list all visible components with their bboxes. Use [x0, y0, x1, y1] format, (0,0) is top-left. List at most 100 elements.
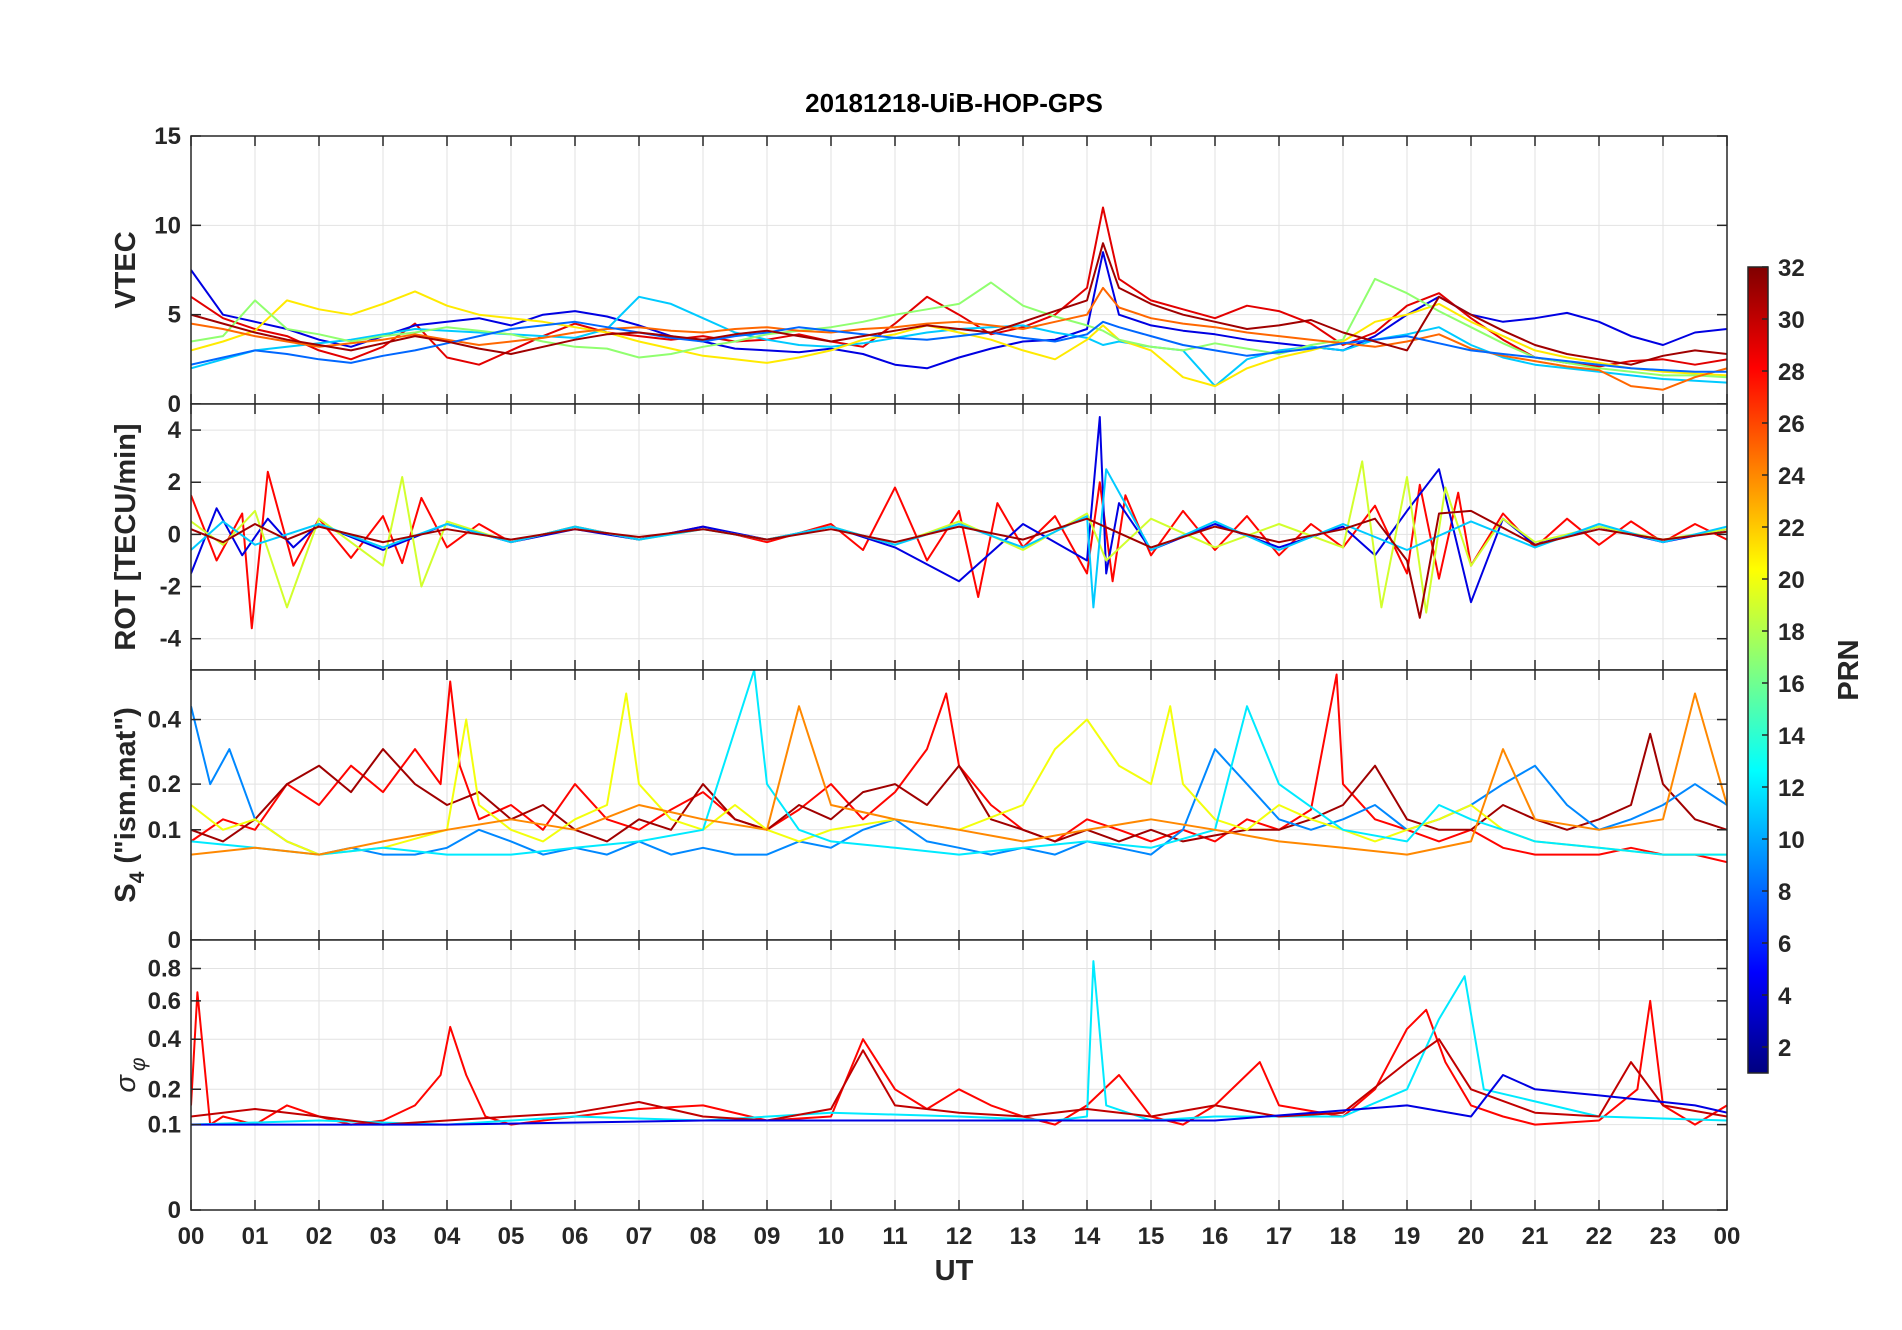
y-label-rest: ("ism.mat") — [110, 707, 142, 871]
x-tick-label: 00 — [1714, 1223, 1741, 1250]
y-tick-label: 15 — [154, 123, 181, 150]
series-line-prn-4 — [191, 416, 1727, 604]
series-line-prn-30 — [191, 1038, 1727, 1126]
y-tick-label: 5 — [168, 302, 181, 329]
y-tick-label: -4 — [160, 626, 182, 653]
x-tick-label: 08 — [690, 1223, 717, 1250]
y-tick-label: 0.2 — [148, 771, 181, 798]
y-tick-label: 2 — [168, 469, 181, 496]
series-group — [191, 670, 1727, 864]
x-tick-labels: 00 01 02 03 04 05 06 07 08 09 10 11 12 13 14 15 16 17 18 19… — [178, 1223, 1741, 1250]
x-tick-label: 17 — [1266, 1223, 1293, 1250]
x-tick-label: 05 — [498, 1223, 525, 1250]
series-line-prn-31 — [191, 509, 1727, 619]
colorbar-tick-label: 18 — [1778, 619, 1805, 646]
y-axis-label-s4: S4 ("ism.mat") — [110, 707, 149, 903]
x-tick-label: 16 — [1202, 1223, 1229, 1250]
x-tick-label: 02 — [306, 1223, 333, 1250]
x-tick-label: 19 — [1394, 1223, 1421, 1250]
y-tick-label: 0 — [168, 927, 181, 954]
y-tick-label: -2 — [160, 574, 181, 601]
x-tick-label: 18 — [1330, 1223, 1357, 1250]
colorbar-tick-label: 26 — [1778, 411, 1805, 438]
x-tick-label: 23 — [1650, 1223, 1677, 1250]
series-line-prn-12 — [191, 670, 1727, 856]
y-label-main: σ — [110, 1074, 142, 1093]
x-tick-label: 04 — [434, 1223, 461, 1250]
colorbar-tick-label: 2 — [1778, 1035, 1791, 1062]
series-line-prn-21 — [191, 290, 1727, 388]
x-tick-label: 15 — [1138, 1223, 1165, 1250]
series-group — [191, 416, 1727, 630]
figure-title: 20181218-UiB-HOP-GPS — [805, 88, 1103, 118]
series-line-prn-28 — [191, 673, 1727, 864]
x-tick-label: 11 — [882, 1223, 907, 1250]
panels-group: 0 5 10 15 VTEC -4 -2 0 2 4 ROT [TECU/min] 0 0.1 0.2 0.… — [110, 123, 1728, 1224]
y-tick-label: 0 — [168, 521, 181, 548]
y-tick-label: 4 — [168, 417, 182, 444]
panel-vtec: 0 5 10 15 VTEC — [110, 123, 1728, 418]
colorbar-tick-label: 4 — [1778, 983, 1792, 1010]
colorbar-tick-label: 6 — [1778, 931, 1791, 958]
y-tick-label: 0.8 — [148, 956, 181, 983]
series-line-prn-17 — [191, 277, 1727, 379]
y-label-main: S — [110, 883, 142, 902]
x-tick-label: 01 — [242, 1223, 269, 1250]
colorbar-tick-label: 16 — [1778, 671, 1805, 698]
y-tick-label: 0.6 — [148, 988, 181, 1015]
y-tick-label: 0.4 — [148, 1026, 182, 1053]
series-group — [191, 960, 1727, 1126]
y-tick-label: 0.1 — [148, 817, 181, 844]
series-line-prn-19 — [191, 460, 1727, 614]
y-axis-label-sigma_phi: σφ — [110, 1057, 150, 1093]
x-tick-label: 20 — [1458, 1223, 1485, 1250]
y-tick-label: 0.4 — [148, 707, 182, 734]
colorbar-label: PRN — [1833, 639, 1865, 700]
y-axis-label-rot: ROT [TECU/min] — [110, 423, 142, 650]
panel-s4: 00.10.20.4S4 ("ism.mat") — [110, 669, 1728, 954]
x-tick-label: 07 — [626, 1223, 653, 1250]
series-line-prn-25 — [191, 286, 1727, 391]
x-tick-label: 21 — [1522, 1223, 1549, 1250]
y-label-sub: 4 — [126, 871, 149, 883]
x-tick-label: 14 — [1074, 1223, 1101, 1250]
colorbar-gradient — [1747, 266, 1769, 1074]
colorbar-tick-label: 30 — [1778, 307, 1805, 334]
colorbar-tick-label: 8 — [1778, 879, 1791, 906]
series-group — [191, 206, 1727, 391]
series-line-prn-11 — [191, 295, 1727, 388]
x-tick-label: 00 — [178, 1223, 205, 1250]
colorbar-tick-label: 28 — [1778, 359, 1805, 386]
x-tick-label: 09 — [754, 1223, 781, 1250]
colorbar-tick-label: 14 — [1778, 723, 1805, 750]
colorbar-tick-label: 10 — [1778, 827, 1805, 854]
y-tick-label: 0.2 — [148, 1076, 181, 1103]
x-axis-label: UT — [935, 1255, 974, 1287]
y-tick-label: 10 — [154, 212, 181, 239]
x-tick-label: 03 — [370, 1223, 397, 1250]
y-label-sub: φ — [127, 1057, 150, 1071]
x-tick-label: 10 — [818, 1223, 845, 1250]
colorbar-tick-label: 20 — [1778, 567, 1805, 594]
y-axis-label-vtec: VTEC — [110, 231, 142, 308]
colorbar-tick-label: 22 — [1778, 515, 1805, 542]
colorbar-tick-label: 24 — [1778, 463, 1805, 490]
y-tick-label: 0.1 — [148, 1112, 181, 1139]
y-tick-label: 0 — [168, 1197, 181, 1224]
x-tick-label: 06 — [562, 1223, 589, 1250]
series-line-prn-12 — [191, 960, 1727, 1126]
series-line-prn-4 — [191, 1074, 1727, 1126]
panel-sigma_phi: 0 0.1 0.2 0.4 0.6 0.8 σφ — [110, 939, 1728, 1224]
y-tick-label: 0 — [168, 391, 181, 418]
colorbar-tick-label: 12 — [1778, 775, 1805, 802]
series-line-prn-24 — [191, 692, 1727, 856]
panel-rot: -4 -2 0 2 4 ROT [TECU/min] — [110, 403, 1728, 671]
x-tick-label: 12 — [946, 1223, 973, 1250]
series-line-prn-31 — [191, 242, 1727, 366]
x-tick-label: 13 — [1010, 1223, 1037, 1250]
x-tick-label: 22 — [1586, 1223, 1613, 1250]
colorbar-tick-label: 32 — [1778, 255, 1805, 282]
series-line-prn-28 — [191, 991, 1727, 1126]
